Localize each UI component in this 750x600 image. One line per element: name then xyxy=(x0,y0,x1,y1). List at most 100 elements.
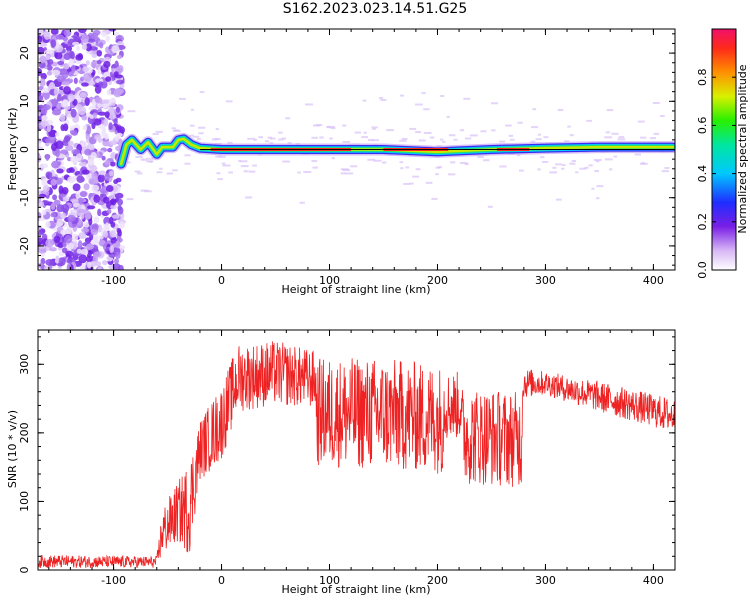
noise-cell xyxy=(367,139,374,142)
noise-cell xyxy=(464,137,472,140)
colorbar-gradient xyxy=(711,28,737,271)
noise-cell xyxy=(58,185,64,195)
noise-cell xyxy=(38,115,43,124)
noise-cell xyxy=(62,99,69,107)
noise-cell xyxy=(56,93,62,102)
noise-cell xyxy=(38,244,46,249)
noise-cell xyxy=(240,160,248,163)
noise-cell xyxy=(593,158,602,161)
y-tick-label: -10 xyxy=(18,189,31,207)
noise-cell xyxy=(87,261,92,269)
noise-cell xyxy=(92,112,98,118)
noise-cell xyxy=(634,153,642,156)
noise-cell xyxy=(463,97,471,100)
noise-cell xyxy=(96,60,102,65)
noise-cell xyxy=(38,231,44,236)
noise-cell xyxy=(70,155,79,164)
noise-cell xyxy=(87,38,96,43)
noise-cell xyxy=(439,138,444,141)
noise-cell xyxy=(68,242,74,250)
noise-cell xyxy=(115,88,125,94)
noise-cell xyxy=(70,129,78,136)
noise-cell xyxy=(91,223,99,230)
noise-cell xyxy=(618,136,625,139)
noise-cell xyxy=(184,162,191,165)
noise-cell xyxy=(110,221,116,228)
noise-cell xyxy=(53,235,61,244)
noise-cell xyxy=(464,163,469,166)
noise-cell xyxy=(127,110,136,113)
noise-cell xyxy=(97,208,102,217)
noise-cell xyxy=(111,214,120,219)
noise-cell xyxy=(415,168,421,171)
noise-cell xyxy=(60,229,69,236)
noise-cell xyxy=(78,232,87,239)
noise-cell xyxy=(50,29,59,35)
noise-cell xyxy=(221,162,226,165)
noise-cell xyxy=(543,136,549,139)
noise-cell xyxy=(76,248,82,254)
noise-cell xyxy=(579,167,587,170)
noise-cell xyxy=(108,170,114,177)
noise-cell xyxy=(197,138,201,141)
noise-cell xyxy=(198,132,204,135)
noise-cell xyxy=(81,34,89,44)
noise-cell xyxy=(537,133,542,136)
noise-cell xyxy=(52,194,58,201)
noise-cell xyxy=(190,108,194,111)
noise-cell xyxy=(650,137,657,140)
noise-cell xyxy=(609,168,613,171)
noise-cell xyxy=(106,208,112,214)
noise-cell xyxy=(83,221,90,228)
noise-cell xyxy=(98,235,104,240)
noise-cell xyxy=(499,165,507,168)
noise-cell xyxy=(469,134,478,137)
noise-cell xyxy=(93,234,99,243)
noise-cell xyxy=(448,134,456,137)
noise-cell xyxy=(90,60,97,68)
noise-cell xyxy=(575,171,579,174)
noise-cell xyxy=(51,160,61,169)
noise-cell xyxy=(552,166,557,169)
noise-cell xyxy=(98,170,106,176)
noise-cell xyxy=(113,179,119,185)
noise-cell xyxy=(155,130,161,133)
noise-cell xyxy=(44,49,54,55)
noise-cell xyxy=(67,175,76,184)
noise-cell xyxy=(531,126,539,129)
noise-cell xyxy=(595,160,600,163)
noise-cell xyxy=(71,64,76,74)
noise-cell xyxy=(85,255,93,263)
noise-cell xyxy=(611,132,619,135)
colorbar-tick-label: 0.8 xyxy=(696,68,709,86)
noise-cell xyxy=(126,161,131,164)
noise-cell xyxy=(91,49,98,58)
noise-cell xyxy=(62,197,68,203)
noise-cell xyxy=(38,237,44,246)
noise-cell xyxy=(75,190,81,200)
snr-y-label: SNR (10 * v/v) xyxy=(6,410,19,488)
noise-cell xyxy=(82,66,89,73)
noise-cell xyxy=(45,153,50,161)
noise-cell xyxy=(75,104,83,111)
noise-cell xyxy=(62,36,68,41)
noise-cell xyxy=(46,124,52,132)
noise-cell xyxy=(67,214,76,222)
noise-cell xyxy=(119,221,125,229)
noise-cell xyxy=(519,169,524,172)
noise-cell xyxy=(61,203,70,213)
noise-cell xyxy=(104,159,110,165)
noise-cell xyxy=(354,131,362,134)
noise-cell xyxy=(613,155,618,158)
noise-cell xyxy=(312,166,318,169)
noise-cell xyxy=(660,115,665,118)
noise-cell xyxy=(51,69,61,76)
x-tick-label: 400 xyxy=(643,574,664,587)
noise-cell xyxy=(53,87,59,96)
spectrogram-x-label: Height of straight line (km) xyxy=(281,283,430,296)
noise-cell xyxy=(40,120,49,127)
noise-cell xyxy=(39,78,46,87)
x-tick-label: 100 xyxy=(319,274,340,287)
noise-cell xyxy=(71,233,79,243)
